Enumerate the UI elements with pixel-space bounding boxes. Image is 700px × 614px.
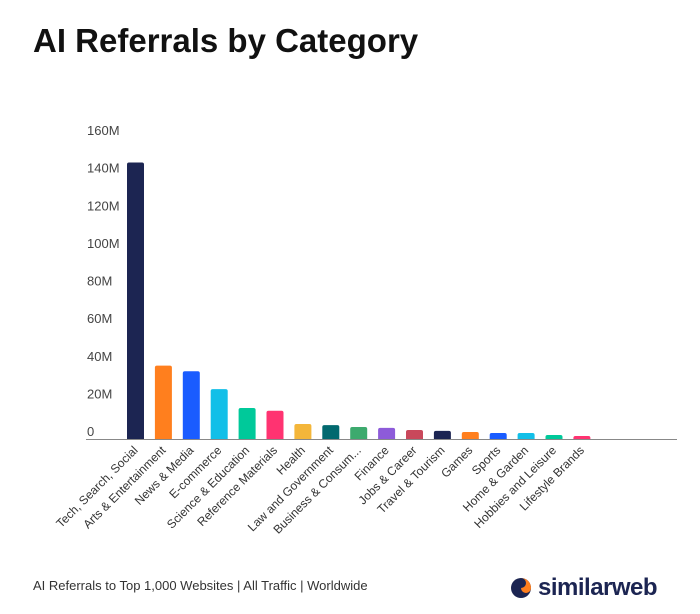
- bar: [322, 425, 340, 439]
- bar: [517, 432, 535, 439]
- y-tick-label: 20M: [87, 386, 112, 401]
- bar: [266, 410, 284, 439]
- y-tick-label: 60M: [87, 311, 112, 326]
- bar: [210, 389, 228, 439]
- bar: [573, 435, 591, 439]
- bar: [433, 430, 451, 439]
- bar: [545, 435, 563, 439]
- y-tick-label: 80M: [87, 274, 112, 289]
- similarweb-logo-icon: [511, 578, 531, 598]
- similarweb-logo: similarweb: [510, 574, 658, 602]
- bar: [350, 426, 368, 439]
- y-tick-label: 140M: [87, 161, 120, 176]
- y-tick-label: 0: [87, 424, 94, 439]
- x-tick-label: Games: [438, 443, 475, 480]
- bar: [378, 427, 396, 439]
- y-tick-label: 100M: [87, 236, 120, 251]
- chart-footer: AI Referrals to Top 1,000 Websites | All…: [33, 578, 368, 593]
- bar: [489, 432, 507, 439]
- bar: [127, 162, 144, 440]
- y-tick-label: 160M: [87, 123, 120, 138]
- bar: [294, 423, 312, 439]
- chart-title: AI Referrals by Category: [33, 22, 419, 59]
- y-tick-label: 120M: [87, 198, 120, 213]
- y-tick-label: 40M: [87, 349, 112, 364]
- bar: [238, 407, 256, 439]
- brand-name: similarweb: [538, 574, 658, 601]
- bar: [182, 371, 200, 439]
- bar: [406, 429, 423, 439]
- bar: [154, 365, 172, 439]
- bar: [461, 432, 479, 439]
